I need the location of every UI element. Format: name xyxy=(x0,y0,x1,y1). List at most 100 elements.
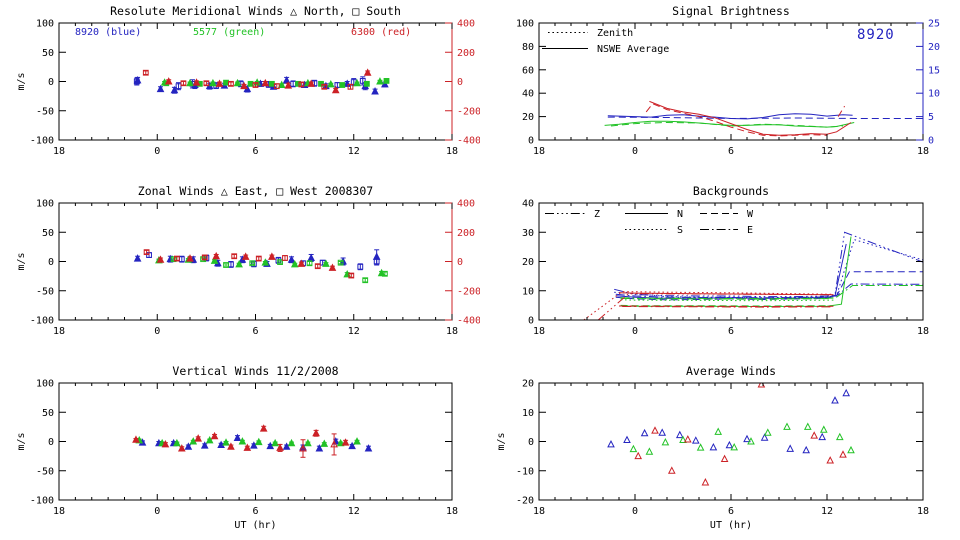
series-5577-w xyxy=(620,304,834,307)
plot-area xyxy=(133,68,390,95)
series-5577-west xyxy=(170,256,388,284)
y-tick-label: 0 xyxy=(48,257,54,268)
series-5577-e xyxy=(620,285,923,300)
y-tick-label: 80 xyxy=(522,42,534,53)
legend-item-E: E xyxy=(700,225,753,236)
y-tick-label: 40 xyxy=(522,89,534,100)
annotation-6300-red-: 6300 (red) xyxy=(351,27,411,38)
y-axis-label: m/s xyxy=(16,432,27,450)
y-tick-label: 10 xyxy=(522,408,534,419)
x-tick-label: 18 xyxy=(446,326,458,337)
x-tick-label: 6 xyxy=(252,506,258,517)
y-tick-label: 40 xyxy=(522,199,534,210)
panel-zonal-winds: 18061218-100-500501004002000-200-4006300… xyxy=(0,180,492,360)
x-axis-label: UT (hr) xyxy=(710,520,752,531)
y2-tick-label: 200 xyxy=(457,228,475,239)
y2-tick-label: 0 xyxy=(457,257,463,268)
series-6300-south xyxy=(142,69,354,90)
y-tick-label: 50 xyxy=(42,48,54,59)
y-tick-label: 20 xyxy=(522,112,534,123)
y-tick-label: 30 xyxy=(522,228,534,239)
series-6300-zenith-end xyxy=(837,105,846,117)
chart-title: Resolute Meridional Winds △ North, □ Sou… xyxy=(110,4,401,18)
x-tick-label: 18 xyxy=(533,326,545,337)
x-tick-label: 0 xyxy=(154,506,160,517)
series-8920-north xyxy=(133,75,389,95)
chart-title: Vertical Winds 11/2/2008 xyxy=(172,364,338,378)
chart-title: Signal Brightness xyxy=(672,4,790,18)
panel-signal-brightness: 18 0 6 12 18 0 20 40 60 80 100 0 5 10 15 20 25 Signal Bri… xyxy=(480,0,960,180)
x-tick-label: 12 xyxy=(821,146,833,157)
x-tick-label: 0 xyxy=(154,326,160,337)
x-tick-label: 12 xyxy=(348,506,360,517)
series-6300-e xyxy=(622,306,834,308)
x-tick-label: 18 xyxy=(917,506,929,517)
panel-resolute-meridional-winds: 18061218-100-500501004002000-200-4006300… xyxy=(0,0,492,180)
x-tick-label: 18 xyxy=(53,326,65,337)
y-axis-label: m/s xyxy=(16,252,27,270)
y-tick-label: 0 xyxy=(48,77,54,88)
series-8920-zenith xyxy=(607,116,923,120)
x-tick-label: 12 xyxy=(821,506,833,517)
y-tick-label: -50 xyxy=(36,286,54,297)
x-tick-label: 6 xyxy=(728,146,734,157)
x-tick-label: 6 xyxy=(252,326,258,337)
series-5577-average xyxy=(629,422,855,455)
y-tick-label: 50 xyxy=(42,408,54,419)
series-6300-vertical-open xyxy=(299,433,338,458)
x-tick-label: 12 xyxy=(348,326,360,337)
series-6300-z xyxy=(597,293,834,320)
chart-title: Backgrounds xyxy=(693,184,769,198)
legend-label: N xyxy=(677,209,683,220)
x-tick-label: 0 xyxy=(632,146,638,157)
x-tick-label: 18 xyxy=(917,326,929,337)
plot-area xyxy=(132,424,373,458)
legend-label: S xyxy=(677,225,683,236)
series-8920-nswe-average xyxy=(607,113,853,120)
series-8920-s xyxy=(614,238,923,299)
annotation-8920-blue-: 8920 (blue) xyxy=(75,27,141,38)
series-5577-vertical xyxy=(135,435,361,447)
series-6300-vertical xyxy=(132,424,350,452)
y-tick-label: -10 xyxy=(516,466,534,477)
y-tick-label: -20 xyxy=(516,496,534,507)
series-5577-s xyxy=(620,299,834,302)
chart-title: Average Winds xyxy=(686,364,776,378)
y-tick-label: -100 xyxy=(30,316,54,327)
plot-area xyxy=(607,383,855,486)
y-tick-label: 0 xyxy=(48,437,54,448)
y-tick-label: 0 xyxy=(528,136,534,147)
y-tick-label: 0 xyxy=(528,316,534,327)
y-tick-label: 100 xyxy=(36,199,54,210)
x-tick-label: 0 xyxy=(632,326,638,337)
x-tick-label: 12 xyxy=(821,326,833,337)
series-6300-west xyxy=(143,249,355,279)
x-tick-label: 0 xyxy=(154,146,160,157)
y2-tick-label: 25 xyxy=(928,19,940,30)
y2-tick-label: 0 xyxy=(457,77,463,88)
y-tick-label: 20 xyxy=(522,257,534,268)
y-tick-label: 100 xyxy=(516,19,534,30)
legend-item-Zenith: Zenith xyxy=(548,28,633,39)
panel-backgrounds: 18 0 6 12 18 0 10 20 30 40 Backgrounds Z N W S E xyxy=(480,180,960,360)
plot-area xyxy=(583,231,923,320)
series-8920-vertical xyxy=(138,433,373,452)
x-tick-label: 18 xyxy=(533,146,545,157)
annotation-5577-green-: 5577 (green) xyxy=(193,27,265,38)
panel-vertical-winds: 18 0 6 12 18 -100 -50 0 50 100 Vertical Winds 11/2… xyxy=(0,360,480,540)
legend-label: E xyxy=(747,225,753,236)
x-tick-label: 0 xyxy=(632,506,638,517)
series-8920-w xyxy=(615,271,923,301)
y2-tick-label: 15 xyxy=(928,65,940,76)
y2-tick-label: 5 xyxy=(928,112,934,123)
x-axis-label: UT (hr) xyxy=(234,520,276,531)
legend-label: Z xyxy=(594,209,600,220)
y-tick-label: 20 xyxy=(522,379,534,390)
annotation-8920: 8920 xyxy=(857,27,895,43)
